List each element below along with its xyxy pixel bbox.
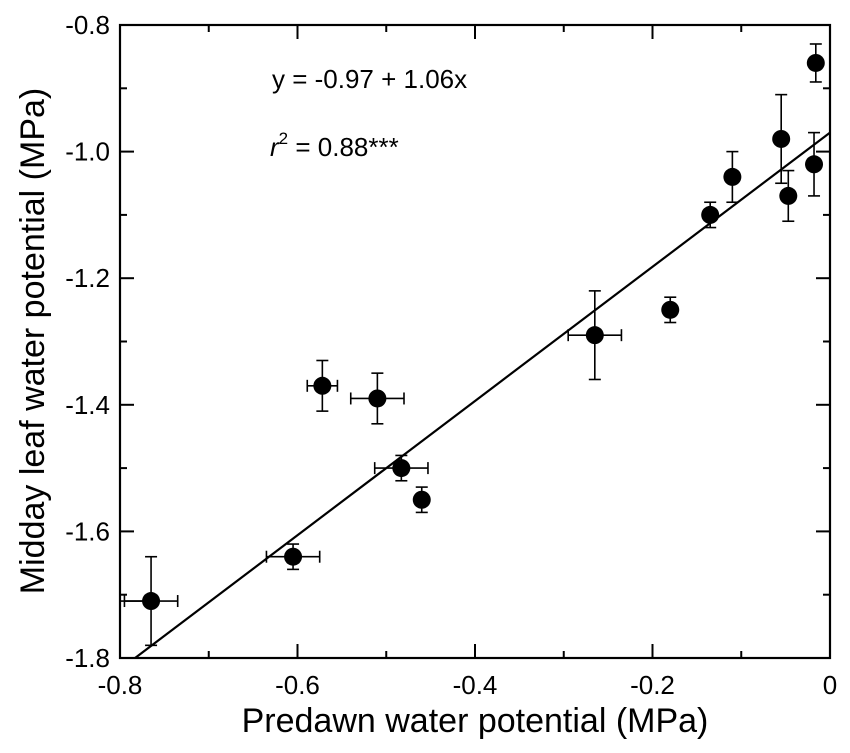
data-point: [723, 150, 742, 204]
data-point: [806, 43, 825, 83]
regression-line-group: [134, 131, 831, 659]
data-marker: [772, 129, 791, 148]
data-point: [779, 169, 798, 223]
data-marker: [723, 167, 742, 186]
data-marker: [585, 326, 604, 345]
data-point: [661, 296, 680, 324]
data-marker: [392, 459, 411, 478]
y-tick-label: -1.8: [65, 643, 110, 673]
r-squared-value: = 0.88***: [288, 132, 399, 162]
x-tick-label: -0.4: [453, 670, 498, 700]
r-squared-annotation: r2 = 0.88***: [270, 129, 399, 162]
data-point: [567, 290, 623, 381]
x-tick-label: 0: [823, 670, 837, 700]
y-tick-label: -1.0: [65, 137, 110, 167]
y-axis-title: Midday leaf water potential (MPa): [14, 88, 52, 594]
y-tick-label: -1.4: [65, 390, 110, 420]
data-marker: [779, 186, 798, 205]
plot-frame: [118, 23, 832, 660]
data-point: [120, 595, 148, 608]
regression-equation: y = -0.97 + 1.06x: [272, 64, 467, 94]
data-point: [412, 486, 431, 514]
data-point: [306, 359, 339, 412]
regression-line: [134, 131, 831, 659]
x-tick-label: -0.2: [630, 670, 675, 700]
data-point: [349, 372, 405, 425]
r-squared-symbol: r: [270, 132, 280, 162]
data-marker: [313, 376, 332, 395]
data-points-group: [120, 43, 825, 647]
data-point: [805, 131, 824, 197]
data-point: [265, 543, 321, 571]
x-tick-label: -0.6: [275, 670, 320, 700]
y-tick-label: -1.2: [65, 263, 110, 293]
data-point: [701, 201, 720, 229]
y-tick-label: -1.6: [65, 516, 110, 546]
data-marker: [368, 389, 387, 408]
r-squared-superscript: 2: [279, 129, 288, 148]
data-marker: [805, 155, 824, 174]
data-point: [373, 454, 429, 482]
data-marker: [661, 300, 680, 319]
data-marker: [284, 547, 303, 566]
x-axis-title: Predawn water potential (MPa): [242, 702, 709, 740]
data-marker: [806, 53, 825, 72]
data-point: [772, 93, 791, 185]
data-marker: [701, 205, 720, 224]
x-tick-label: -0.8: [98, 670, 143, 700]
y-tick-label: -0.8: [65, 10, 110, 40]
data-marker: [412, 490, 431, 509]
axis-ticks: -0.8 -0.6 -0.4 -0.2 0 -0.8 -1.0 -1.2 -1.4 -1.6 -1.…: [65, 10, 837, 700]
